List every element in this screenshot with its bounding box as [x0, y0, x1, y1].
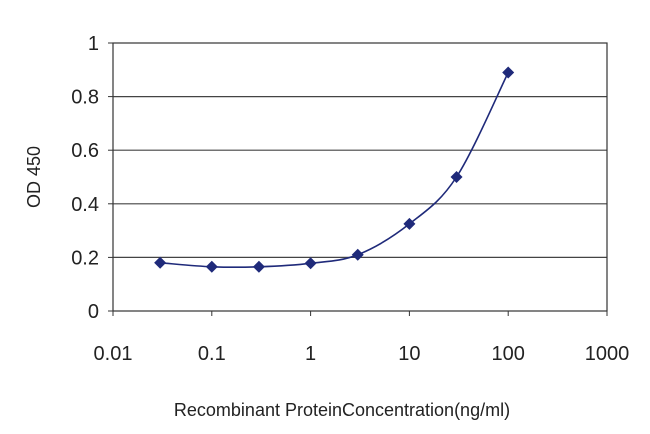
y-tick-label: 0.4: [71, 194, 99, 216]
data-point: [205, 260, 218, 273]
series-layer: [154, 66, 515, 273]
data-point: [403, 217, 416, 230]
x-tick-label: 1000: [585, 343, 630, 365]
data-point: [304, 257, 317, 270]
x-tick-label: 100: [492, 343, 525, 365]
y-axis-label: OD 450: [24, 146, 44, 208]
gridlines: [113, 95, 607, 258]
series-line: [160, 72, 509, 269]
x-axis-ticks: 0.01 0.1 1 10 100 1000: [94, 311, 630, 365]
y-tick-label: 0.2: [71, 247, 99, 269]
plot-area: [112, 42, 608, 312]
x-tick-label: 0.1: [198, 343, 226, 365]
y-tick-label: 0.6: [71, 140, 99, 162]
y-axis-ticks: 0 0.2 0.4 0.6 0.8 1: [71, 33, 113, 323]
data-point: [351, 248, 364, 261]
y-tick-label: 0.8: [71, 87, 99, 109]
x-tick-label: 0.01: [94, 343, 133, 365]
x-axis-label: Recombinant ProteinConcentration(ng/ml): [174, 400, 510, 420]
data-point: [502, 66, 515, 79]
data-point: [252, 260, 265, 273]
y-tick-label: 1: [88, 33, 99, 55]
x-tick-label: 10: [398, 343, 420, 365]
data-point: [450, 171, 463, 183]
x-tick-label: 1: [305, 343, 316, 365]
y-tick-label: 0: [88, 301, 99, 323]
data-point: [154, 256, 167, 269]
